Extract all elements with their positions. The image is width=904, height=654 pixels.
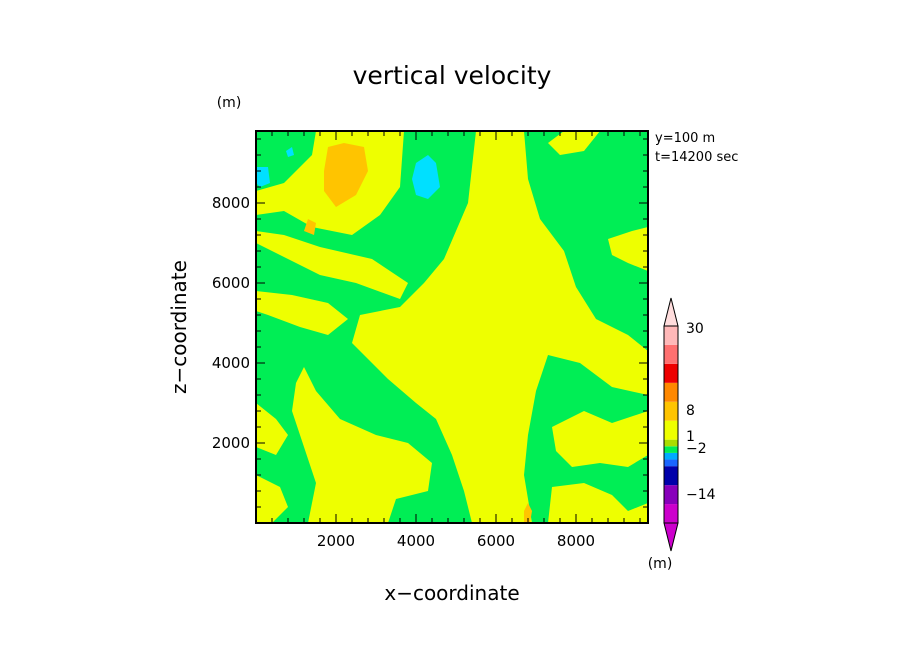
contour-region-5 xyxy=(256,403,288,455)
colorbar-band xyxy=(664,485,678,505)
contour-region-6 xyxy=(552,411,648,467)
chart-title: vertical velocity xyxy=(353,61,552,90)
contour-regions xyxy=(256,131,648,523)
contour-region-9 xyxy=(608,227,648,271)
x-tick-label: 6000 xyxy=(477,532,515,550)
colorbar-band xyxy=(664,420,678,440)
colorbar-label: −2 xyxy=(686,441,707,457)
contour-region-13 xyxy=(524,503,532,523)
contour-region-11 xyxy=(324,143,368,207)
y-tick-label: 2000 xyxy=(212,434,250,452)
y-unit-label: (m) xyxy=(217,95,242,111)
colorbar-band xyxy=(664,452,678,460)
colorbar-band xyxy=(664,363,678,383)
colorbar-band xyxy=(664,439,678,447)
colorbar-labels: 30 8 1−2 −14 xyxy=(686,321,716,503)
contour-region-10 xyxy=(548,131,600,155)
annotation-time: t=14200 sec xyxy=(655,150,738,165)
colorbar-bottom-arrow xyxy=(663,522,679,552)
contour-region-2 xyxy=(256,231,408,299)
colorbar-band xyxy=(664,326,678,345)
contour-region-8 xyxy=(256,475,288,523)
contour-region-3 xyxy=(256,291,348,335)
colorbar-band xyxy=(664,446,678,453)
colorbar-unit-label: (m) xyxy=(648,556,673,572)
annotation-y-position: y=100 m xyxy=(655,131,715,146)
colorbar-band xyxy=(664,466,678,486)
colorbar-band xyxy=(664,401,678,421)
y-axis-label: z−coordinate xyxy=(167,260,191,394)
x-tick-label: 2000 xyxy=(317,532,355,550)
colorbar-label: −14 xyxy=(686,487,716,503)
y-tick-label: 8000 xyxy=(212,194,250,212)
contour-region-14 xyxy=(412,155,440,199)
colorbar xyxy=(663,297,679,552)
colorbar-label: 1 xyxy=(686,429,695,445)
colorbar-top-arrow xyxy=(663,297,679,327)
contour-region-0 xyxy=(352,131,648,523)
colorbar-band xyxy=(664,459,678,467)
plot-frame xyxy=(255,130,649,524)
y-tick-label: 6000 xyxy=(212,274,250,292)
contour-region-12 xyxy=(304,219,316,235)
colorbar-label: 8 xyxy=(686,403,695,419)
colorbar-label: 30 xyxy=(686,321,704,337)
colorbar-band xyxy=(664,504,678,523)
axis-tick-labels: 2000 4000 6000 8000 2000 4000 6000 8000 xyxy=(212,194,595,550)
y-tick-label: 4000 xyxy=(212,354,250,372)
colorbar-band xyxy=(664,382,678,402)
axis-ticks xyxy=(256,131,648,523)
x-axis-label: x−coordinate xyxy=(384,581,519,605)
contour-region-4 xyxy=(292,367,432,523)
contour-region-7 xyxy=(548,483,648,523)
contour-region-15 xyxy=(256,167,270,187)
x-tick-label: 8000 xyxy=(557,532,595,550)
colorbar-band xyxy=(664,344,678,364)
contour-region-16 xyxy=(286,147,294,157)
colorbar-frame xyxy=(663,325,679,524)
x-tick-label: 4000 xyxy=(397,532,435,550)
